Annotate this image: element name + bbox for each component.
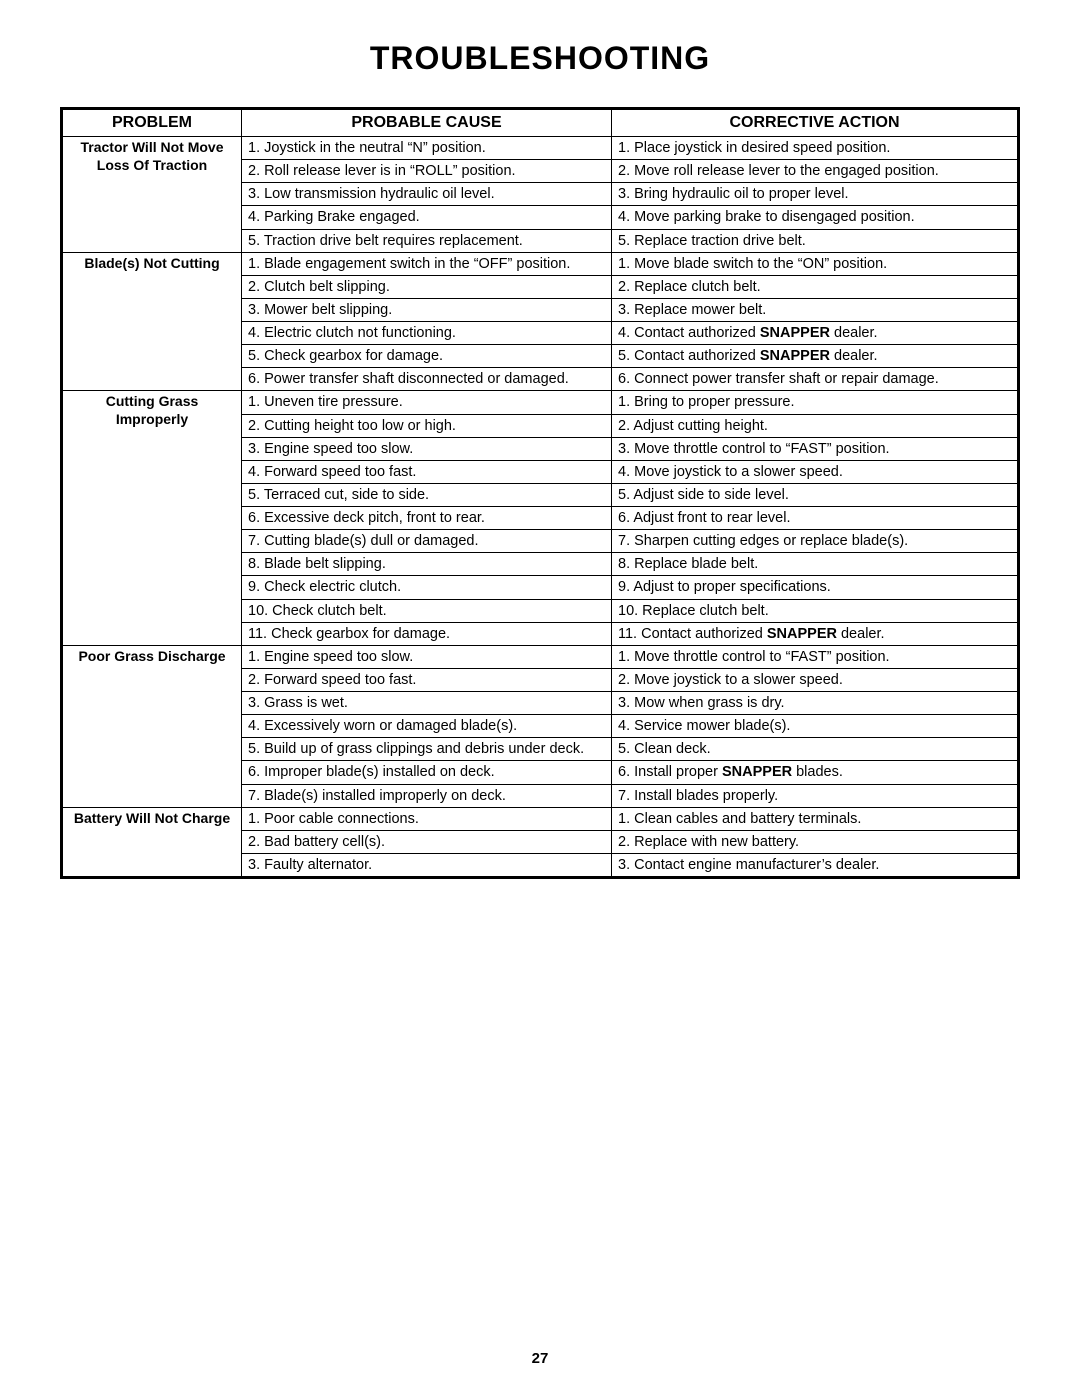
col-header-action: CORRECTIVE ACTION: [612, 109, 1019, 137]
action-cell: 2. Replace with new battery.: [612, 830, 1019, 853]
table-row: Poor Grass Discharge1. Engine speed too …: [62, 645, 1019, 668]
cause-cell: 6. Excessive deck pitch, front to rear.: [242, 507, 612, 530]
cause-cell: 3. Grass is wet.: [242, 692, 612, 715]
action-cell: 7. Install blades properly.: [612, 784, 1019, 807]
action-cell: 1. Place joystick in desired speed posit…: [612, 137, 1019, 160]
cause-cell: 6. Power transfer shaft disconnected or …: [242, 368, 612, 391]
action-cell: 1. Move throttle control to “FAST” posit…: [612, 645, 1019, 668]
cause-cell: 5. Terraced cut, side to side.: [242, 483, 612, 506]
problem-cell: Poor Grass Discharge: [62, 645, 242, 807]
action-cell: 1. Clean cables and battery terminals.: [612, 807, 1019, 830]
cause-cell: 3. Faulty alternator.: [242, 853, 612, 877]
page: TROUBLESHOOTING PROBLEM PROBABLE CAUSE C…: [0, 0, 1080, 1397]
action-cell: 2. Move joystick to a slower speed.: [612, 668, 1019, 691]
cause-cell: 4. Parking Brake engaged.: [242, 206, 612, 229]
action-cell: 5. Adjust side to side level.: [612, 483, 1019, 506]
action-cell: 2. Adjust cutting height.: [612, 414, 1019, 437]
cause-cell: 4. Excessively worn or damaged blade(s).: [242, 715, 612, 738]
cause-cell: 3. Engine speed too slow.: [242, 437, 612, 460]
cause-cell: 7. Cutting blade(s) dull or damaged.: [242, 530, 612, 553]
problem-cell: Battery Will Not Charge: [62, 807, 242, 877]
cause-cell: 4. Forward speed too fast.: [242, 460, 612, 483]
cause-cell: 5. Traction drive belt requires replacem…: [242, 229, 612, 252]
problem-cell: Blade(s) Not Cutting: [62, 252, 242, 391]
cause-cell: 6. Improper blade(s) installed on deck.: [242, 761, 612, 784]
cause-cell: 3. Mower belt slipping.: [242, 298, 612, 321]
table-row: Blade(s) Not Cutting1. Blade engagement …: [62, 252, 1019, 275]
action-cell: 1. Bring to proper pressure.: [612, 391, 1019, 414]
action-cell: 6. Install proper SNAPPER blades.: [612, 761, 1019, 784]
action-cell: 4. Move joystick to a slower speed.: [612, 460, 1019, 483]
cause-cell: 2. Cutting height too low or high.: [242, 414, 612, 437]
cause-cell: 2. Forward speed too fast.: [242, 668, 612, 691]
page-number: 27: [0, 1350, 1080, 1367]
table-row: Battery Will Not Charge1. Poor cable con…: [62, 807, 1019, 830]
cause-cell: 1. Uneven tire pressure.: [242, 391, 612, 414]
cause-cell: 5. Check gearbox for damage.: [242, 345, 612, 368]
table-row: Tractor Will Not MoveLoss Of Traction1. …: [62, 137, 1019, 160]
action-cell: 5. Clean deck.: [612, 738, 1019, 761]
table-header-row: PROBLEM PROBABLE CAUSE CORRECTIVE ACTION: [62, 109, 1019, 137]
problem-cell: Cutting GrassImproperly: [62, 391, 242, 645]
action-cell: 1. Move blade switch to the “ON” positio…: [612, 252, 1019, 275]
action-cell: 6. Adjust front to rear level.: [612, 507, 1019, 530]
col-header-problem: PROBLEM: [62, 109, 242, 137]
cause-cell: 10. Check clutch belt.: [242, 599, 612, 622]
cause-cell: 2. Clutch belt slipping.: [242, 275, 612, 298]
action-cell: 9. Adjust to proper specifications.: [612, 576, 1019, 599]
cause-cell: 11. Check gearbox for damage.: [242, 622, 612, 645]
action-cell: 4. Contact authorized SNAPPER dealer.: [612, 322, 1019, 345]
action-cell: 8. Replace blade belt.: [612, 553, 1019, 576]
action-cell: 3. Mow when grass is dry.: [612, 692, 1019, 715]
cause-cell: 1. Poor cable connections.: [242, 807, 612, 830]
cause-cell: 1. Engine speed too slow.: [242, 645, 612, 668]
cause-cell: 4. Electric clutch not functioning.: [242, 322, 612, 345]
cause-cell: 5. Build up of grass clippings and debri…: [242, 738, 612, 761]
col-header-cause: PROBABLE CAUSE: [242, 109, 612, 137]
action-cell: 4. Service mower blade(s).: [612, 715, 1019, 738]
cause-cell: 7. Blade(s) installed improperly on deck…: [242, 784, 612, 807]
action-cell: 2. Replace clutch belt.: [612, 275, 1019, 298]
action-cell: 2. Move roll release lever to the engage…: [612, 160, 1019, 183]
table-row: Cutting GrassImproperly1. Uneven tire pr…: [62, 391, 1019, 414]
cause-cell: 9. Check electric clutch.: [242, 576, 612, 599]
cause-cell: 2. Bad battery cell(s).: [242, 830, 612, 853]
action-cell: 10. Replace clutch belt.: [612, 599, 1019, 622]
action-cell: 3. Replace mower belt.: [612, 298, 1019, 321]
cause-cell: 3. Low transmission hydraulic oil level.: [242, 183, 612, 206]
troubleshooting-table: PROBLEM PROBABLE CAUSE CORRECTIVE ACTION…: [60, 107, 1020, 879]
action-cell: 5. Contact authorized SNAPPER dealer.: [612, 345, 1019, 368]
cause-cell: 1. Blade engagement switch in the “OFF” …: [242, 252, 612, 275]
cause-cell: 1. Joystick in the neutral “N” position.: [242, 137, 612, 160]
action-cell: 4. Move parking brake to disengaged posi…: [612, 206, 1019, 229]
action-cell: 11. Contact authorized SNAPPER dealer.: [612, 622, 1019, 645]
action-cell: 6. Connect power transfer shaft or repai…: [612, 368, 1019, 391]
action-cell: 3. Move throttle control to “FAST” posit…: [612, 437, 1019, 460]
problem-cell: Tractor Will Not MoveLoss Of Traction: [62, 137, 242, 253]
cause-cell: 2. Roll release lever is in “ROLL” posit…: [242, 160, 612, 183]
action-cell: 3. Contact engine manufacturer’s dealer.: [612, 853, 1019, 877]
action-cell: 5. Replace traction drive belt.: [612, 229, 1019, 252]
cause-cell: 8. Blade belt slipping.: [242, 553, 612, 576]
action-cell: 3. Bring hydraulic oil to proper level.: [612, 183, 1019, 206]
page-title: TROUBLESHOOTING: [60, 40, 1020, 77]
action-cell: 7. Sharpen cutting edges or replace blad…: [612, 530, 1019, 553]
table-body: Tractor Will Not MoveLoss Of Traction1. …: [62, 137, 1019, 878]
